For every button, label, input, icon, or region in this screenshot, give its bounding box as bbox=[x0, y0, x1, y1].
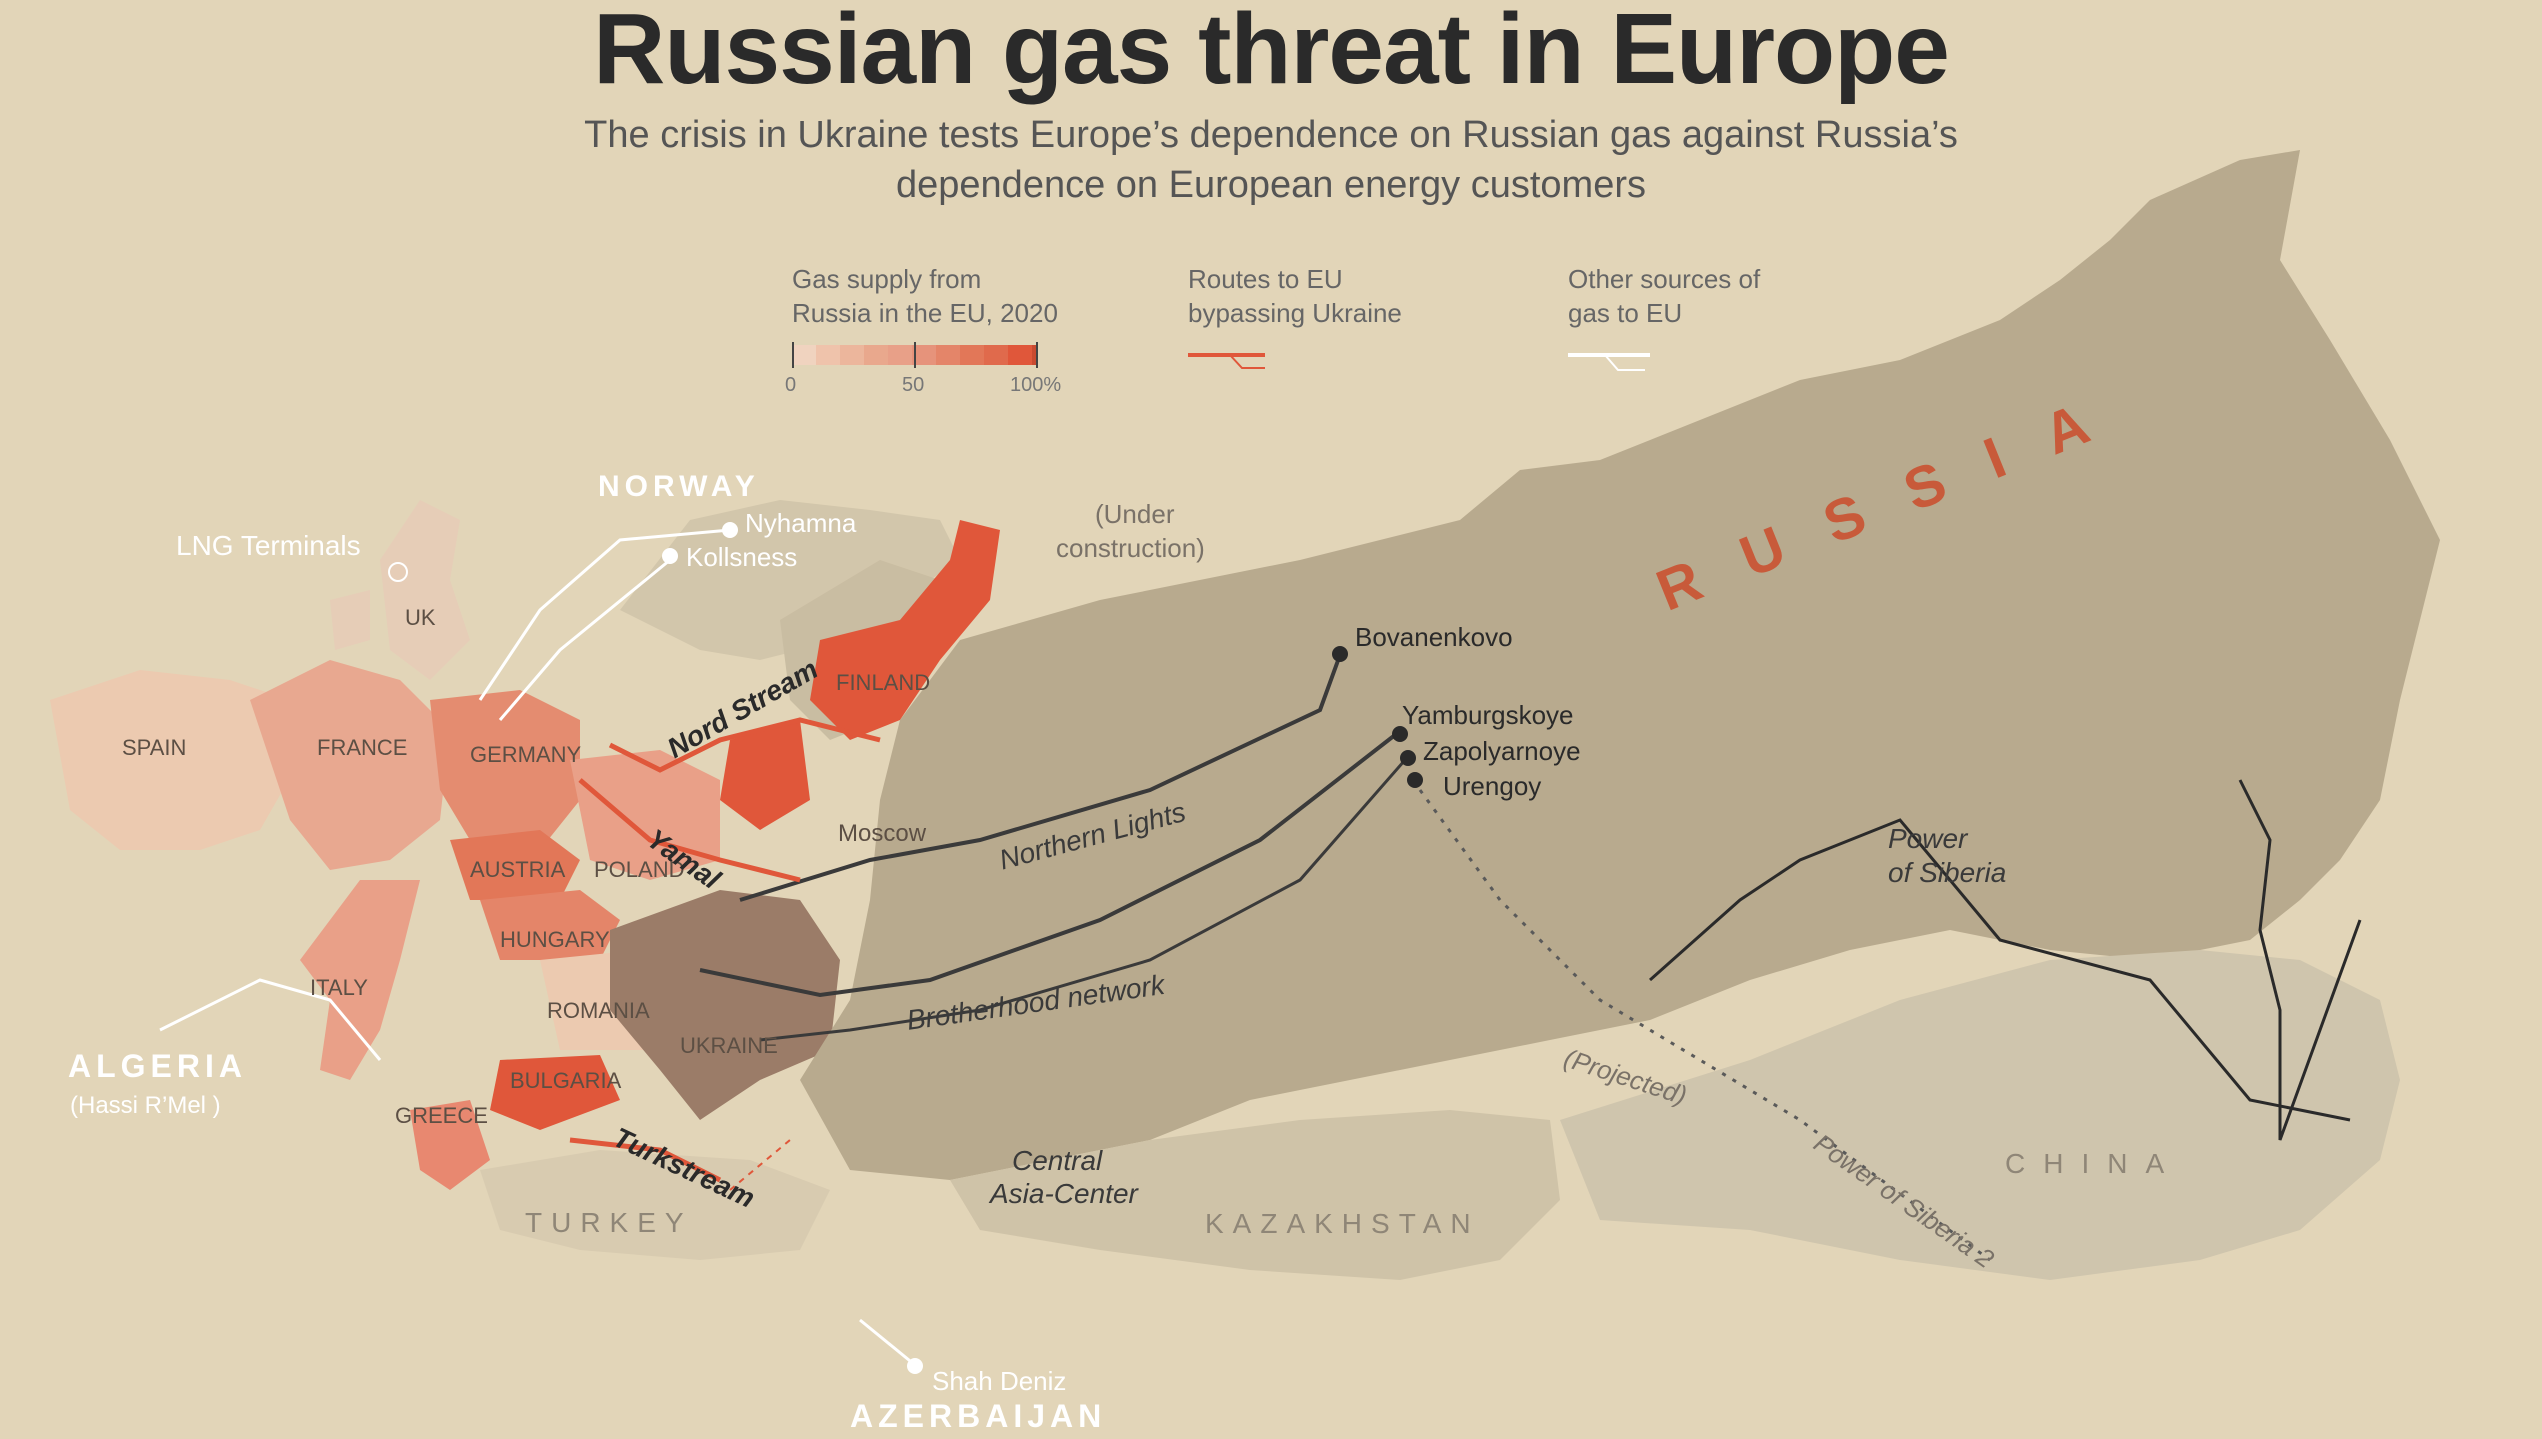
label-bulgaria: BULGARIA bbox=[510, 1068, 622, 1093]
ukraine-shape bbox=[610, 890, 840, 1120]
hungary-shape bbox=[480, 890, 620, 960]
label-urengoy: Urengoy bbox=[1443, 771, 1542, 801]
legend-other-title-2: gas to EU bbox=[1568, 298, 1683, 328]
label-kollsness: Kollsness bbox=[686, 542, 798, 572]
label-zapolyarnoye: Zapolyarnoye bbox=[1423, 736, 1581, 766]
dot-zapolyarnoye bbox=[1400, 750, 1416, 766]
legend-supply-title-1: Gas supply from bbox=[792, 264, 982, 294]
label-uk: UK bbox=[405, 605, 436, 630]
label-central-asia-2: Asia-Center bbox=[990, 1178, 1138, 1209]
route-nord-stream bbox=[608, 717, 881, 773]
pipeline-yamburg bbox=[699, 733, 1397, 998]
label-nyhamna: Nyhamna bbox=[745, 508, 857, 538]
legend-supply-scale bbox=[792, 342, 1038, 368]
norway-shape bbox=[620, 500, 960, 660]
route-turkstream bbox=[569, 1137, 722, 1183]
kazakhstan-shape bbox=[950, 1110, 1560, 1280]
label-hungary: HUNGARY bbox=[500, 927, 610, 952]
label-kazakhstan: KAZAKHSTAN bbox=[1205, 1208, 1480, 1239]
dot-urengoy bbox=[1407, 772, 1423, 788]
label-under-construction-1: (Under bbox=[1095, 499, 1175, 529]
legend-tick-0: 0 bbox=[785, 374, 797, 396]
china-shape bbox=[1560, 950, 2400, 1280]
bulgaria-shape bbox=[490, 1055, 620, 1130]
label-bovanenkovo: Bovanenkovo bbox=[1355, 622, 1513, 652]
label-central-asia-1: Central bbox=[1012, 1145, 1103, 1176]
dot-bovanenkovo bbox=[1332, 646, 1348, 662]
label-poland: POLAND bbox=[594, 857, 685, 882]
france-shape bbox=[250, 660, 450, 870]
dot-lng bbox=[388, 562, 408, 582]
uk-shape bbox=[380, 500, 470, 680]
label-spain: SPAIN bbox=[122, 735, 187, 760]
pipeline-brotherhood bbox=[759, 759, 1407, 1042]
legend-tick-50: 50 bbox=[902, 374, 925, 396]
pipeline-far-east bbox=[2238, 779, 2362, 1141]
russia-shape bbox=[800, 150, 2440, 1180]
legend-routes-title-2: bypassing Ukraine bbox=[1188, 298, 1402, 328]
austria-shape bbox=[450, 830, 580, 900]
label-azerbaijan: AZERBAIJAN bbox=[850, 1398, 1107, 1434]
pipeline-power-of-siberia bbox=[1649, 818, 2351, 1122]
germany-shape bbox=[430, 690, 580, 850]
turkey-shape bbox=[480, 1150, 830, 1260]
label-turkey: TURKEY bbox=[525, 1207, 693, 1238]
label-algeria-sub: (Hassi R’Mel ) bbox=[70, 1092, 221, 1119]
label-algeria: ALGERIA bbox=[68, 1048, 247, 1084]
baltics-shape bbox=[720, 720, 810, 830]
dot-nyhamna bbox=[722, 522, 738, 538]
route-turkstream-ext bbox=[729, 1139, 791, 1191]
dot-yamburgskoye bbox=[1392, 726, 1408, 742]
dot-kollsness bbox=[662, 548, 678, 564]
route-yamal bbox=[578, 778, 801, 883]
label-germany: GERMANY bbox=[470, 742, 582, 767]
label-yamburgskoye: Yamburgskoye bbox=[1402, 700, 1574, 730]
ireland-shape bbox=[330, 590, 370, 650]
label-shah-deniz: Shah Deniz bbox=[932, 1366, 1067, 1396]
pipeline-power-of-siberia-2 bbox=[1418, 789, 1991, 1262]
route-shah-deniz bbox=[859, 1318, 916, 1367]
dot-shah-deniz bbox=[907, 1358, 923, 1374]
label-lng-terminals: LNG Terminals bbox=[176, 530, 361, 561]
route-norway-1 bbox=[478, 528, 731, 701]
italy-shape bbox=[300, 880, 420, 1080]
legend-supply-title-2: Russia in the EU, 2020 bbox=[792, 298, 1058, 328]
label-france: FRANCE bbox=[317, 735, 408, 760]
legend-routes-title-1: Routes to EU bbox=[1188, 264, 1343, 294]
label-finland: FINLAND bbox=[836, 670, 931, 695]
greece-shape bbox=[410, 1100, 490, 1190]
label-ukraine: UKRAINE bbox=[680, 1033, 778, 1058]
legend-red-route bbox=[1188, 353, 1265, 369]
legend-tick-100: 100% bbox=[1010, 374, 1062, 396]
pipeline-northern-lights bbox=[739, 654, 1342, 902]
label-austria: AUSTRIA bbox=[470, 857, 566, 882]
label-greece: GREECE bbox=[395, 1103, 488, 1128]
label-moscow: Moscow bbox=[838, 820, 927, 847]
label-under-construction-2: construction) bbox=[1056, 533, 1205, 563]
page-subtitle-line2: dependence on European energy customers bbox=[896, 164, 1646, 206]
label-italy: ITALY bbox=[310, 975, 368, 1000]
label-power-siberia-1: Power bbox=[1888, 823, 1968, 854]
finland-shape bbox=[810, 520, 1000, 740]
legend-white-route bbox=[1568, 353, 1650, 371]
legend-other-title-1: Other sources of bbox=[1568, 264, 1761, 294]
label-power-siberia-2: of Siberia bbox=[1888, 857, 2007, 888]
label-norway: NORWAY bbox=[598, 470, 760, 503]
spain-shape bbox=[50, 670, 300, 850]
page-subtitle-line1: The crisis in Ukraine tests Europe’s dep… bbox=[584, 114, 1958, 156]
label-romania: ROMANIA bbox=[547, 998, 650, 1023]
label-china: CHINA bbox=[2005, 1148, 2183, 1179]
route-norway-2 bbox=[498, 558, 671, 721]
route-algeria bbox=[159, 978, 382, 1061]
page-title: Russian gas threat in Europe bbox=[593, 0, 1950, 105]
